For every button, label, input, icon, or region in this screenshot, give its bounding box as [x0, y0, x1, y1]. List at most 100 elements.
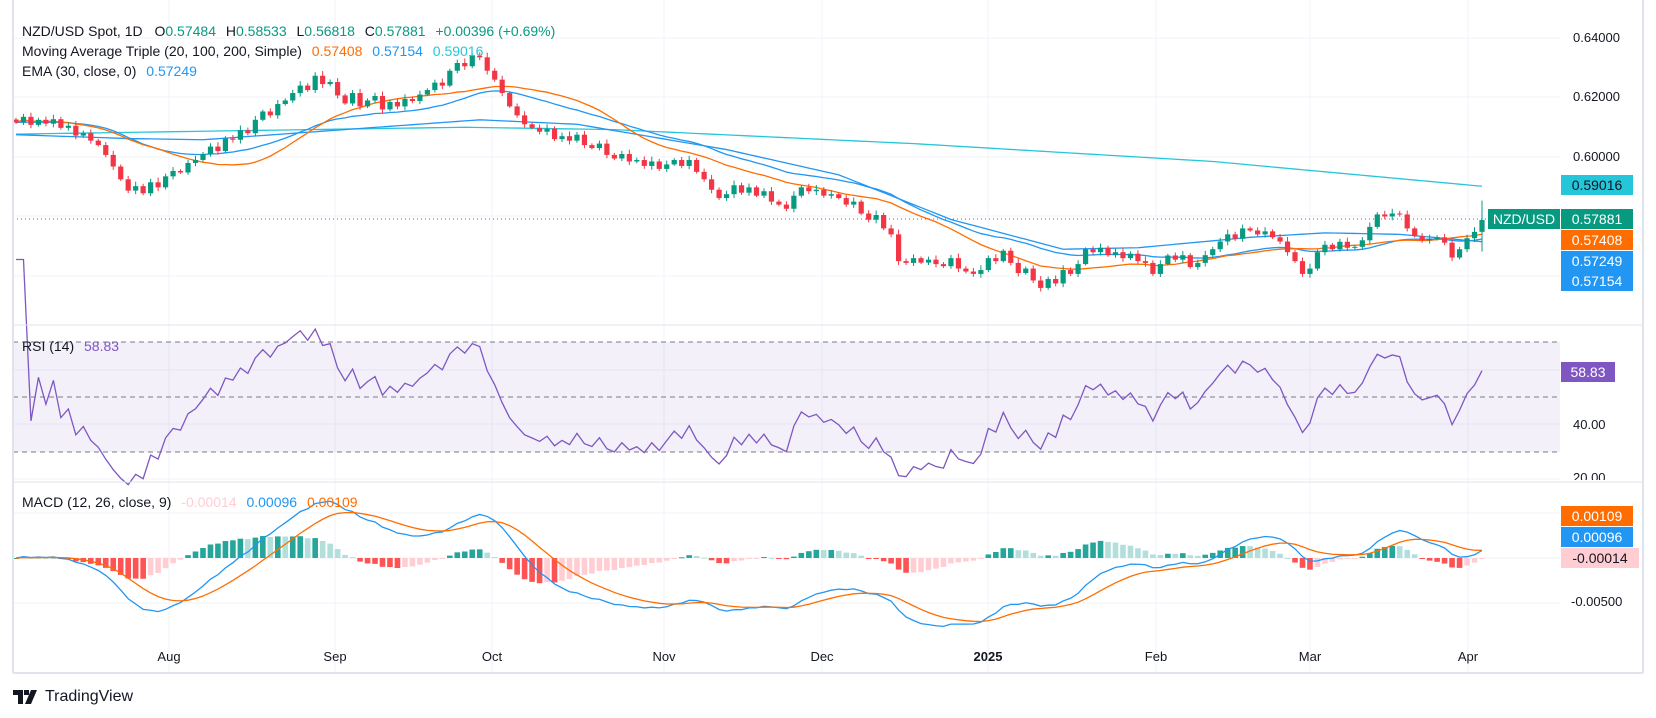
candle-body [222, 138, 229, 152]
candle [1262, 227, 1268, 238]
candle-body [1090, 249, 1096, 253]
candle [1404, 210, 1410, 232]
macd-histogram-bar [155, 558, 161, 573]
candle [716, 187, 722, 200]
candle [1269, 229, 1276, 239]
candle [753, 185, 760, 198]
macd-pane [13, 500, 1485, 628]
ma-legend[interactable]: Moving Average Triple (20, 100, 200, Sim… [22, 43, 483, 60]
candle [170, 167, 176, 180]
macd-histogram-bar [140, 558, 146, 579]
macd-histogram-bar [177, 558, 184, 560]
candle-body [761, 191, 767, 196]
candle-body [1053, 278, 1059, 284]
candle-body [1359, 240, 1365, 247]
candle-body [544, 128, 550, 132]
candle-body [185, 162, 191, 173]
candle [709, 174, 715, 194]
candle-body [1112, 252, 1119, 256]
macd-histogram-bar [1419, 558, 1425, 559]
macd-histogram-bar [110, 558, 117, 572]
macd-histogram-bar [1202, 554, 1209, 558]
candle [761, 188, 767, 199]
candle-body [1299, 261, 1306, 274]
candle [611, 152, 617, 161]
candle [993, 254, 999, 265]
macd-histogram-bar [806, 551, 812, 558]
candle [514, 103, 520, 118]
candle [731, 180, 737, 198]
candle-body [828, 194, 834, 196]
candle [1105, 245, 1111, 257]
macd-histogram-bar [1120, 544, 1126, 558]
candle-body [1008, 250, 1014, 263]
close-value: 0.57881 [374, 23, 426, 39]
candle-body [768, 191, 775, 202]
macd-histogram-bar [596, 558, 603, 571]
candle [372, 92, 378, 104]
macd-histogram-bar [327, 543, 333, 558]
candle-body [1180, 255, 1186, 260]
candle-body [230, 138, 236, 140]
macd-histogram-bar [1441, 558, 1448, 564]
macd-histogram-bar [402, 558, 408, 567]
macd-histogram-bar [1112, 542, 1119, 558]
candle [881, 212, 887, 231]
macd-histogram-bar [28, 557, 34, 559]
macd-histogram-bar [1082, 544, 1089, 558]
rsi-line [16, 258, 1483, 486]
macd-histogram-bar [1322, 558, 1328, 564]
macd-histogram-bar [865, 558, 872, 559]
candle [50, 114, 56, 128]
macd-histogram-bar [1090, 542, 1096, 558]
tradingview-logo[interactable]: TradingView [13, 688, 133, 706]
candle-body [1352, 246, 1358, 248]
macd-histogram-bar [1434, 558, 1440, 562]
candle-body [1262, 231, 1268, 235]
macd-histogram-bar [970, 558, 977, 561]
candle-body [364, 100, 371, 107]
candle [836, 192, 842, 200]
candle [88, 129, 94, 144]
price-tick: 0.64000 [1573, 30, 1620, 45]
rsi-pane [16, 258, 1483, 486]
candle-body [394, 101, 401, 107]
macd-histogram-bar [1015, 550, 1022, 558]
candle [813, 184, 819, 196]
rsi-legend[interactable]: RSI (14) 58.83 [22, 338, 119, 355]
macd-histogram-bar [230, 540, 236, 558]
candle-body [357, 93, 363, 107]
candle [551, 126, 558, 142]
macd-histogram-bar [828, 550, 835, 558]
candle-body [35, 119, 42, 125]
ema-legend[interactable]: EMA (30, close, 0) 0.57249 [22, 63, 197, 80]
price-tick: 0.60000 [1573, 149, 1620, 164]
candle-body [701, 171, 707, 180]
macd-histogram-bar [245, 539, 251, 558]
sma100-value: 0.57154 [372, 43, 423, 59]
candle-body [851, 201, 857, 205]
macd-histogram-bar [776, 558, 782, 559]
candle-body [13, 119, 19, 123]
symbol-legend[interactable]: NZD/USD Spot, 1D O0.57484 H0.58533 L0.56… [22, 23, 555, 40]
candle-body [1329, 244, 1336, 250]
macd-histogram-bar [993, 551, 999, 558]
rsi-levels [13, 341, 1560, 453]
macd-hist-tag: -0.00014 [1561, 548, 1639, 568]
macd-histogram-bar [880, 558, 887, 562]
candle [948, 254, 954, 269]
macd-histogram-bar [394, 558, 401, 569]
candle [1314, 249, 1321, 271]
candle [806, 183, 812, 195]
macd-histogram-bar [1269, 550, 1276, 558]
macd-histogram-bar [312, 538, 318, 558]
candle-body [140, 186, 146, 194]
candle [1045, 276, 1051, 290]
candle [581, 130, 588, 149]
candle [1479, 200, 1485, 252]
candle-body [1060, 270, 1066, 284]
candle [477, 52, 483, 61]
candle [364, 98, 371, 109]
macd-legend[interactable]: MACD (12, 26, close, 9) -0.00014 0.00096… [22, 494, 358, 511]
